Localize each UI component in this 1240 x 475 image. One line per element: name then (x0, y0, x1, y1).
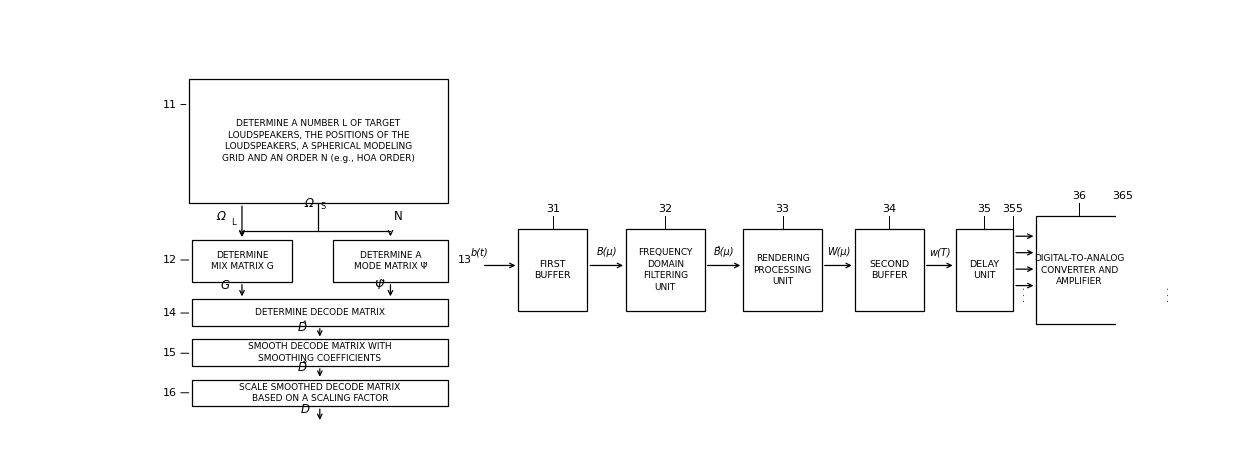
Bar (191, 380, 448, 406)
Text: DETERMINE
MIX MATRIX G: DETERMINE MIX MATRIX G (211, 251, 273, 271)
Text: FREQUENCY
DOMAIN
FILTERING
UNIT: FREQUENCY DOMAIN FILTERING UNIT (639, 248, 692, 292)
Text: 33: 33 (775, 204, 790, 214)
Text: Ω: Ω (216, 210, 226, 223)
Text: SMOOTH DECODE MATRIX WITH
SMOOTHING COEFFICIENTS: SMOOTH DECODE MATRIX WITH SMOOTHING COEF… (248, 342, 392, 363)
Bar (1037, 216, 1122, 324)
Text: 16: 16 (162, 388, 176, 398)
Text: · · ·: · · · (1019, 287, 1029, 303)
Text: 15: 15 (162, 348, 176, 358)
Text: B(μ): B(μ) (596, 247, 618, 257)
Bar (188, 79, 448, 203)
Text: SECOND
BUFFER: SECOND BUFFER (869, 260, 909, 280)
Text: Ω: Ω (305, 197, 314, 210)
Bar (191, 299, 448, 326)
Text: DETERMINE A NUMBER L OF TARGET
LOUDSPEAKERS, THE POSITIONS OF THE
LOUDSPEAKERS, : DETERMINE A NUMBER L OF TARGET LOUDSPEAK… (222, 119, 415, 163)
Bar (626, 229, 704, 311)
Text: b(t): b(t) (471, 247, 489, 257)
Text: D̃: D̃ (298, 361, 308, 374)
Bar (854, 229, 924, 311)
Text: 34: 34 (882, 204, 897, 214)
Text: S: S (320, 202, 326, 211)
Text: 35: 35 (977, 204, 991, 214)
Text: 13: 13 (458, 255, 471, 265)
Text: D: D (301, 403, 310, 416)
Text: 31: 31 (546, 204, 559, 214)
Bar (191, 240, 293, 282)
Text: L: L (231, 218, 236, 227)
Text: SCALE SMOOTHED DECODE MATRIX
BASED ON A SCALING FACTOR: SCALE SMOOTHED DECODE MATRIX BASED ON A … (239, 383, 401, 403)
Text: · · ·: · · · (1164, 287, 1174, 303)
Bar (956, 229, 1013, 311)
Bar (743, 229, 822, 311)
Bar (518, 229, 588, 311)
Text: Ψ̃: Ψ̃ (374, 279, 383, 292)
Text: W(μ): W(μ) (827, 247, 849, 257)
Text: N: N (394, 210, 403, 223)
Text: 36: 36 (1073, 191, 1086, 201)
Text: DELAY
UNIT: DELAY UNIT (970, 260, 999, 280)
Text: DETERMINE A
MODE MATRIX Ψ̃: DETERMINE A MODE MATRIX Ψ̃ (353, 251, 428, 271)
Text: 14: 14 (162, 308, 177, 318)
Text: DETERMINE DECODE MATRIX: DETERMINE DECODE MATRIX (254, 308, 384, 317)
Text: FIRST
BUFFER: FIRST BUFFER (534, 260, 572, 280)
Text: RENDERING
PROCESSING
UNIT: RENDERING PROCESSING UNIT (754, 254, 812, 286)
Text: 32: 32 (658, 204, 672, 214)
Text: DIGITAL-TO-ANALOG
CONVERTER AND
AMPLIFIER: DIGITAL-TO-ANALOG CONVERTER AND AMPLIFIE… (1034, 254, 1125, 286)
Text: 11: 11 (162, 100, 176, 110)
Text: w(T): w(T) (929, 247, 950, 257)
Text: 12: 12 (162, 255, 177, 265)
Text: 365: 365 (1112, 191, 1133, 201)
Text: G: G (221, 279, 229, 292)
Text: B̂(μ): B̂(μ) (714, 246, 734, 257)
Bar (332, 240, 448, 282)
Text: 355: 355 (1003, 204, 1024, 214)
Text: D̂: D̂ (298, 321, 308, 334)
Bar (191, 339, 448, 366)
